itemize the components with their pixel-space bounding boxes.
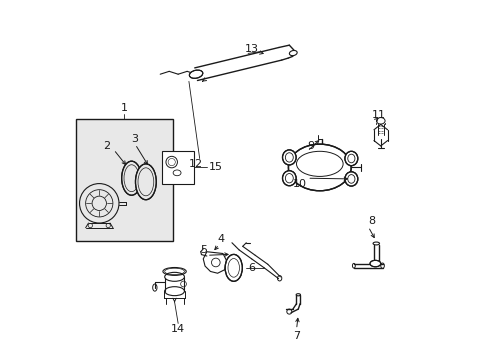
Text: 3: 3 <box>131 134 138 144</box>
Ellipse shape <box>135 164 156 200</box>
Text: 6: 6 <box>248 263 255 273</box>
Text: 10: 10 <box>292 179 306 189</box>
Ellipse shape <box>369 260 380 267</box>
Ellipse shape <box>164 273 184 281</box>
Text: 9: 9 <box>306 141 314 151</box>
Text: 2: 2 <box>102 141 110 151</box>
Bar <box>76 119 172 241</box>
Text: 14: 14 <box>171 324 185 334</box>
Ellipse shape <box>224 255 242 281</box>
Text: 7: 7 <box>292 331 300 341</box>
Text: 5: 5 <box>200 245 206 255</box>
Bar <box>162 151 194 184</box>
Text: 15: 15 <box>208 162 222 172</box>
Ellipse shape <box>344 151 357 166</box>
Ellipse shape <box>282 150 296 165</box>
Text: 12: 12 <box>189 159 203 169</box>
Ellipse shape <box>122 161 141 195</box>
Ellipse shape <box>189 70 203 78</box>
Text: 8: 8 <box>367 216 375 226</box>
Text: 11: 11 <box>371 111 385 121</box>
Text: 4: 4 <box>217 234 224 244</box>
Ellipse shape <box>344 172 357 186</box>
Text: 1: 1 <box>121 103 127 113</box>
Ellipse shape <box>282 171 296 186</box>
Text: 13: 13 <box>244 44 258 54</box>
Ellipse shape <box>288 144 350 191</box>
